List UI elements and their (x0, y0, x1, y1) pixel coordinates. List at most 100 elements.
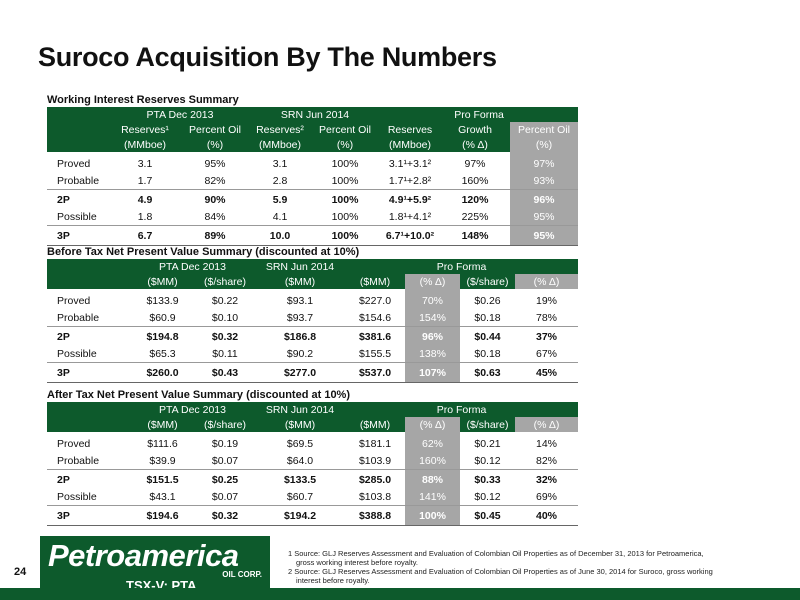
group-header: SRN Jun 2014 (255, 402, 345, 417)
cell: $69.5 (286, 438, 314, 450)
column-header: (%) (310, 137, 381, 152)
data-row: 2P 4.9 90% 5.9 100% 4.9¹+5.9² 120% 96% (47, 189, 579, 209)
data-row: Possible $43.1 $0.07 $60.7 $103.8 141% $0.12 69… (47, 489, 578, 506)
column-header: Reserves¹ (110, 122, 180, 137)
data-row: Probable 1.7 82% 2.8 100% 1.7¹+2.8² 160% 93% (47, 173, 579, 190)
cell: $60.7 (286, 491, 314, 503)
group-header: Pro Forma (380, 107, 579, 122)
cell: 4.9 (110, 189, 180, 209)
cell: $60.9 (149, 312, 176, 324)
cell: $0.12 (474, 491, 501, 503)
cell: 93% (510, 173, 579, 190)
cell: $93.1 (286, 295, 314, 307)
data-row: Probable $39.9 $0.07 $64.0 $103.9 160% $0.12 82… (47, 453, 578, 470)
header-cell (47, 107, 110, 122)
column-header: (% Δ) (515, 417, 579, 432)
row-label: Probable (57, 175, 100, 187)
cell: $65.3 (149, 348, 176, 360)
cell: 97% (510, 152, 579, 173)
column-header: ($MM) (255, 274, 345, 289)
cell: $0.25 (195, 469, 255, 489)
data-table: PTA Dec 2013 SRN Jun 2014 Pro Forma ($MM) ($… (47, 259, 579, 383)
cell: 1.7 (137, 175, 153, 187)
cell: 82% (204, 175, 226, 187)
cell: 100% (331, 211, 359, 223)
data-row: 2P $151.5 $0.25 $133.5 $285.0 88% $0.33 32% (47, 469, 579, 489)
column-header: (% Δ) (405, 274, 460, 289)
table-caption: Working Interest Reserves Summary (47, 94, 239, 106)
cell: $0.07 (211, 455, 239, 467)
cell: 45% (515, 362, 579, 383)
table-caption: Before Tax Net Present Value Summary (di… (47, 246, 360, 258)
cell: $155.5 (358, 348, 392, 360)
footnote: 2 Source: GLJ Reserves Assessment and Ev… (288, 567, 713, 585)
cell: $277.0 (255, 362, 345, 383)
cell: 1.8 (137, 211, 153, 223)
table-block: Before Tax Net Present Value Summary (di… (47, 245, 579, 383)
cell: $0.07 (211, 491, 239, 503)
cell: 100% (331, 158, 359, 170)
group-header: SRN Jun 2014 (255, 259, 345, 274)
column-header: ($/share) (460, 417, 515, 432)
group-header-row: PTA Dec 2013 SRN Jun 2014 Pro Forma (47, 107, 579, 122)
cell: 3.1 (272, 158, 288, 170)
data-table: PTA Dec 2013 SRN Jun 2014 Pro Forma ($MM) ($… (47, 402, 579, 526)
cell: $381.6 (345, 326, 405, 346)
cell: $0.21 (474, 438, 501, 450)
cell: $0.32 (195, 505, 255, 526)
column-header: ($MM) (130, 417, 195, 432)
column-header: (% Δ) (515, 274, 579, 289)
logo-subtext: OIL CORP. (222, 570, 262, 579)
cell: 160% (461, 175, 489, 187)
row-label: 3P (47, 225, 110, 246)
column-header: Percent Oil (510, 122, 579, 137)
cell: 19% (536, 295, 558, 307)
data-row: Proved $111.6 $0.19 $69.5 $181.1 62% $0.21 14% (47, 432, 578, 453)
group-header-row: PTA Dec 2013 SRN Jun 2014 Pro Forma (47, 259, 579, 274)
row-label: 3P (47, 505, 130, 526)
cell: 70% (405, 289, 460, 310)
cell: 88% (405, 469, 460, 489)
cell: $103.9 (358, 455, 392, 467)
cell: $0.45 (460, 505, 515, 526)
row-label: 2P (47, 326, 130, 346)
cell: 97% (464, 158, 486, 170)
cell: $154.6 (358, 312, 392, 324)
cell: 160% (405, 453, 460, 470)
cell: 14% (536, 438, 558, 450)
row-label: Possible (57, 491, 97, 503)
column-header: (% Δ) (405, 417, 460, 432)
data-table: PTA Dec 2013 SRN Jun 2014 Pro Forma Reserve… (47, 107, 579, 246)
table-caption: After Tax Net Present Value Summary (dis… (47, 389, 350, 401)
cell: 69% (536, 491, 558, 503)
row-label: 3P (47, 362, 130, 383)
column-header: (% Δ) (440, 137, 511, 152)
column-header: Reserves (380, 122, 441, 137)
column-header: (%) (180, 137, 250, 152)
cell: 100% (310, 189, 381, 209)
column-header: ($/share) (460, 274, 515, 289)
cell: 2.8 (272, 175, 288, 187)
cell: 89% (180, 225, 250, 246)
column-header: Percent Oil (310, 122, 381, 137)
data-row: Proved $133.9 $0.22 $93.1 $227.0 70% $0.26 19% (47, 289, 578, 310)
cell: 82% (536, 455, 558, 467)
cell: $194.6 (130, 505, 195, 526)
column-header: ($MM) (255, 417, 345, 432)
cell: 95% (510, 225, 579, 246)
cell: 148% (440, 225, 511, 246)
row-label: Proved (57, 295, 91, 307)
group-header: Pro Forma (345, 259, 579, 274)
cell: 120% (440, 189, 511, 209)
cell: $0.19 (211, 438, 239, 450)
cell: $93.7 (286, 312, 314, 324)
cell: 6.7¹+10.0² (380, 225, 441, 246)
cell: $181.1 (358, 438, 392, 450)
cell: 67% (536, 348, 558, 360)
column-header: Growth (440, 122, 511, 137)
group-header-row: PTA Dec 2013 SRN Jun 2014 Pro Forma (47, 402, 579, 417)
data-row: 3P $194.6 $0.32 $194.2 $388.8 100% $0.45 40% (47, 505, 579, 526)
cell: $260.0 (130, 362, 195, 383)
cell: 1.7¹+2.8² (388, 175, 432, 187)
cell: $0.33 (460, 469, 515, 489)
